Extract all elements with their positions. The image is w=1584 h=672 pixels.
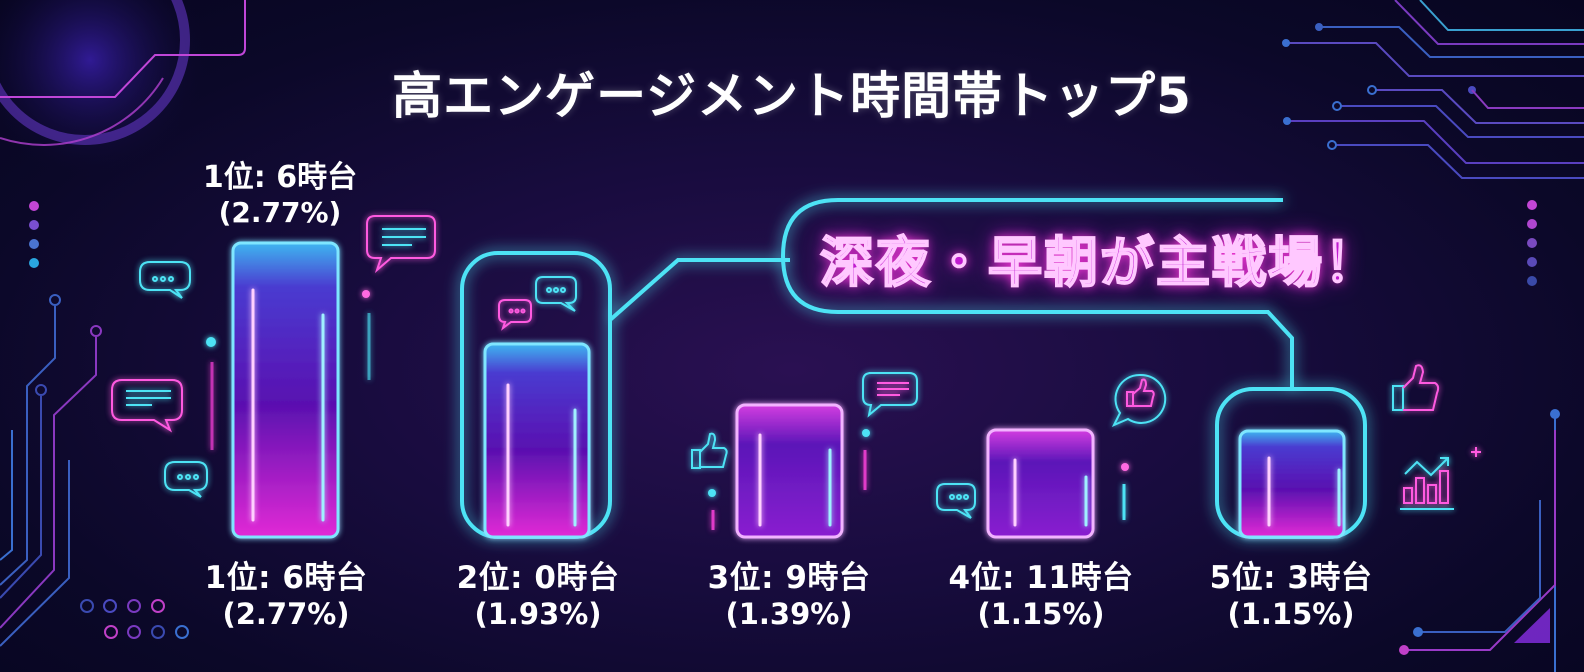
bar-rank-label: 3位: 9時台: [707, 560, 871, 596]
bar-rank-label: 1位: 6時台: [204, 560, 368, 596]
bar-rank-label: 4位: 11時台: [948, 560, 1134, 596]
bar-pct-label: (1.15%): [1227, 596, 1355, 631]
chart-title: 高エンゲージメント時間帯トップ5: [392, 67, 1192, 125]
top-bar-pct-label: (2.77%): [218, 196, 342, 229]
bar-pct-label: (2.77%): [222, 596, 350, 631]
callout-text: 深夜・早朝が主戦場！: [819, 230, 1380, 295]
bar-label-4: 4位: 11時台 (1.15%): [931, 560, 1151, 631]
chat-dots-icon: [139, 261, 191, 299]
bar-label-3: 3位: 9時台 (1.39%): [679, 560, 899, 631]
bar-label-5: 5位: 3時台 (1.15%): [1181, 560, 1401, 631]
bar-pct-label: (1.39%): [725, 596, 853, 631]
bar-label-2: 2位: 0時台 (1.93%): [428, 560, 648, 631]
bar-rank-label: 5位: 3時台: [1209, 560, 1373, 596]
bar-rank-label: 2位: 0時台: [456, 560, 620, 596]
bar-label-1: 1位: 6時台 (2.77%): [176, 560, 396, 631]
top-bar-annotation: 1位: 6時台 (2.77%): [180, 160, 380, 230]
top-bar-rank-label: 1位: 6時台: [202, 160, 358, 195]
bar-pct-label: (1.15%): [977, 596, 1105, 631]
bar-pct-label: (1.93%): [474, 596, 602, 631]
